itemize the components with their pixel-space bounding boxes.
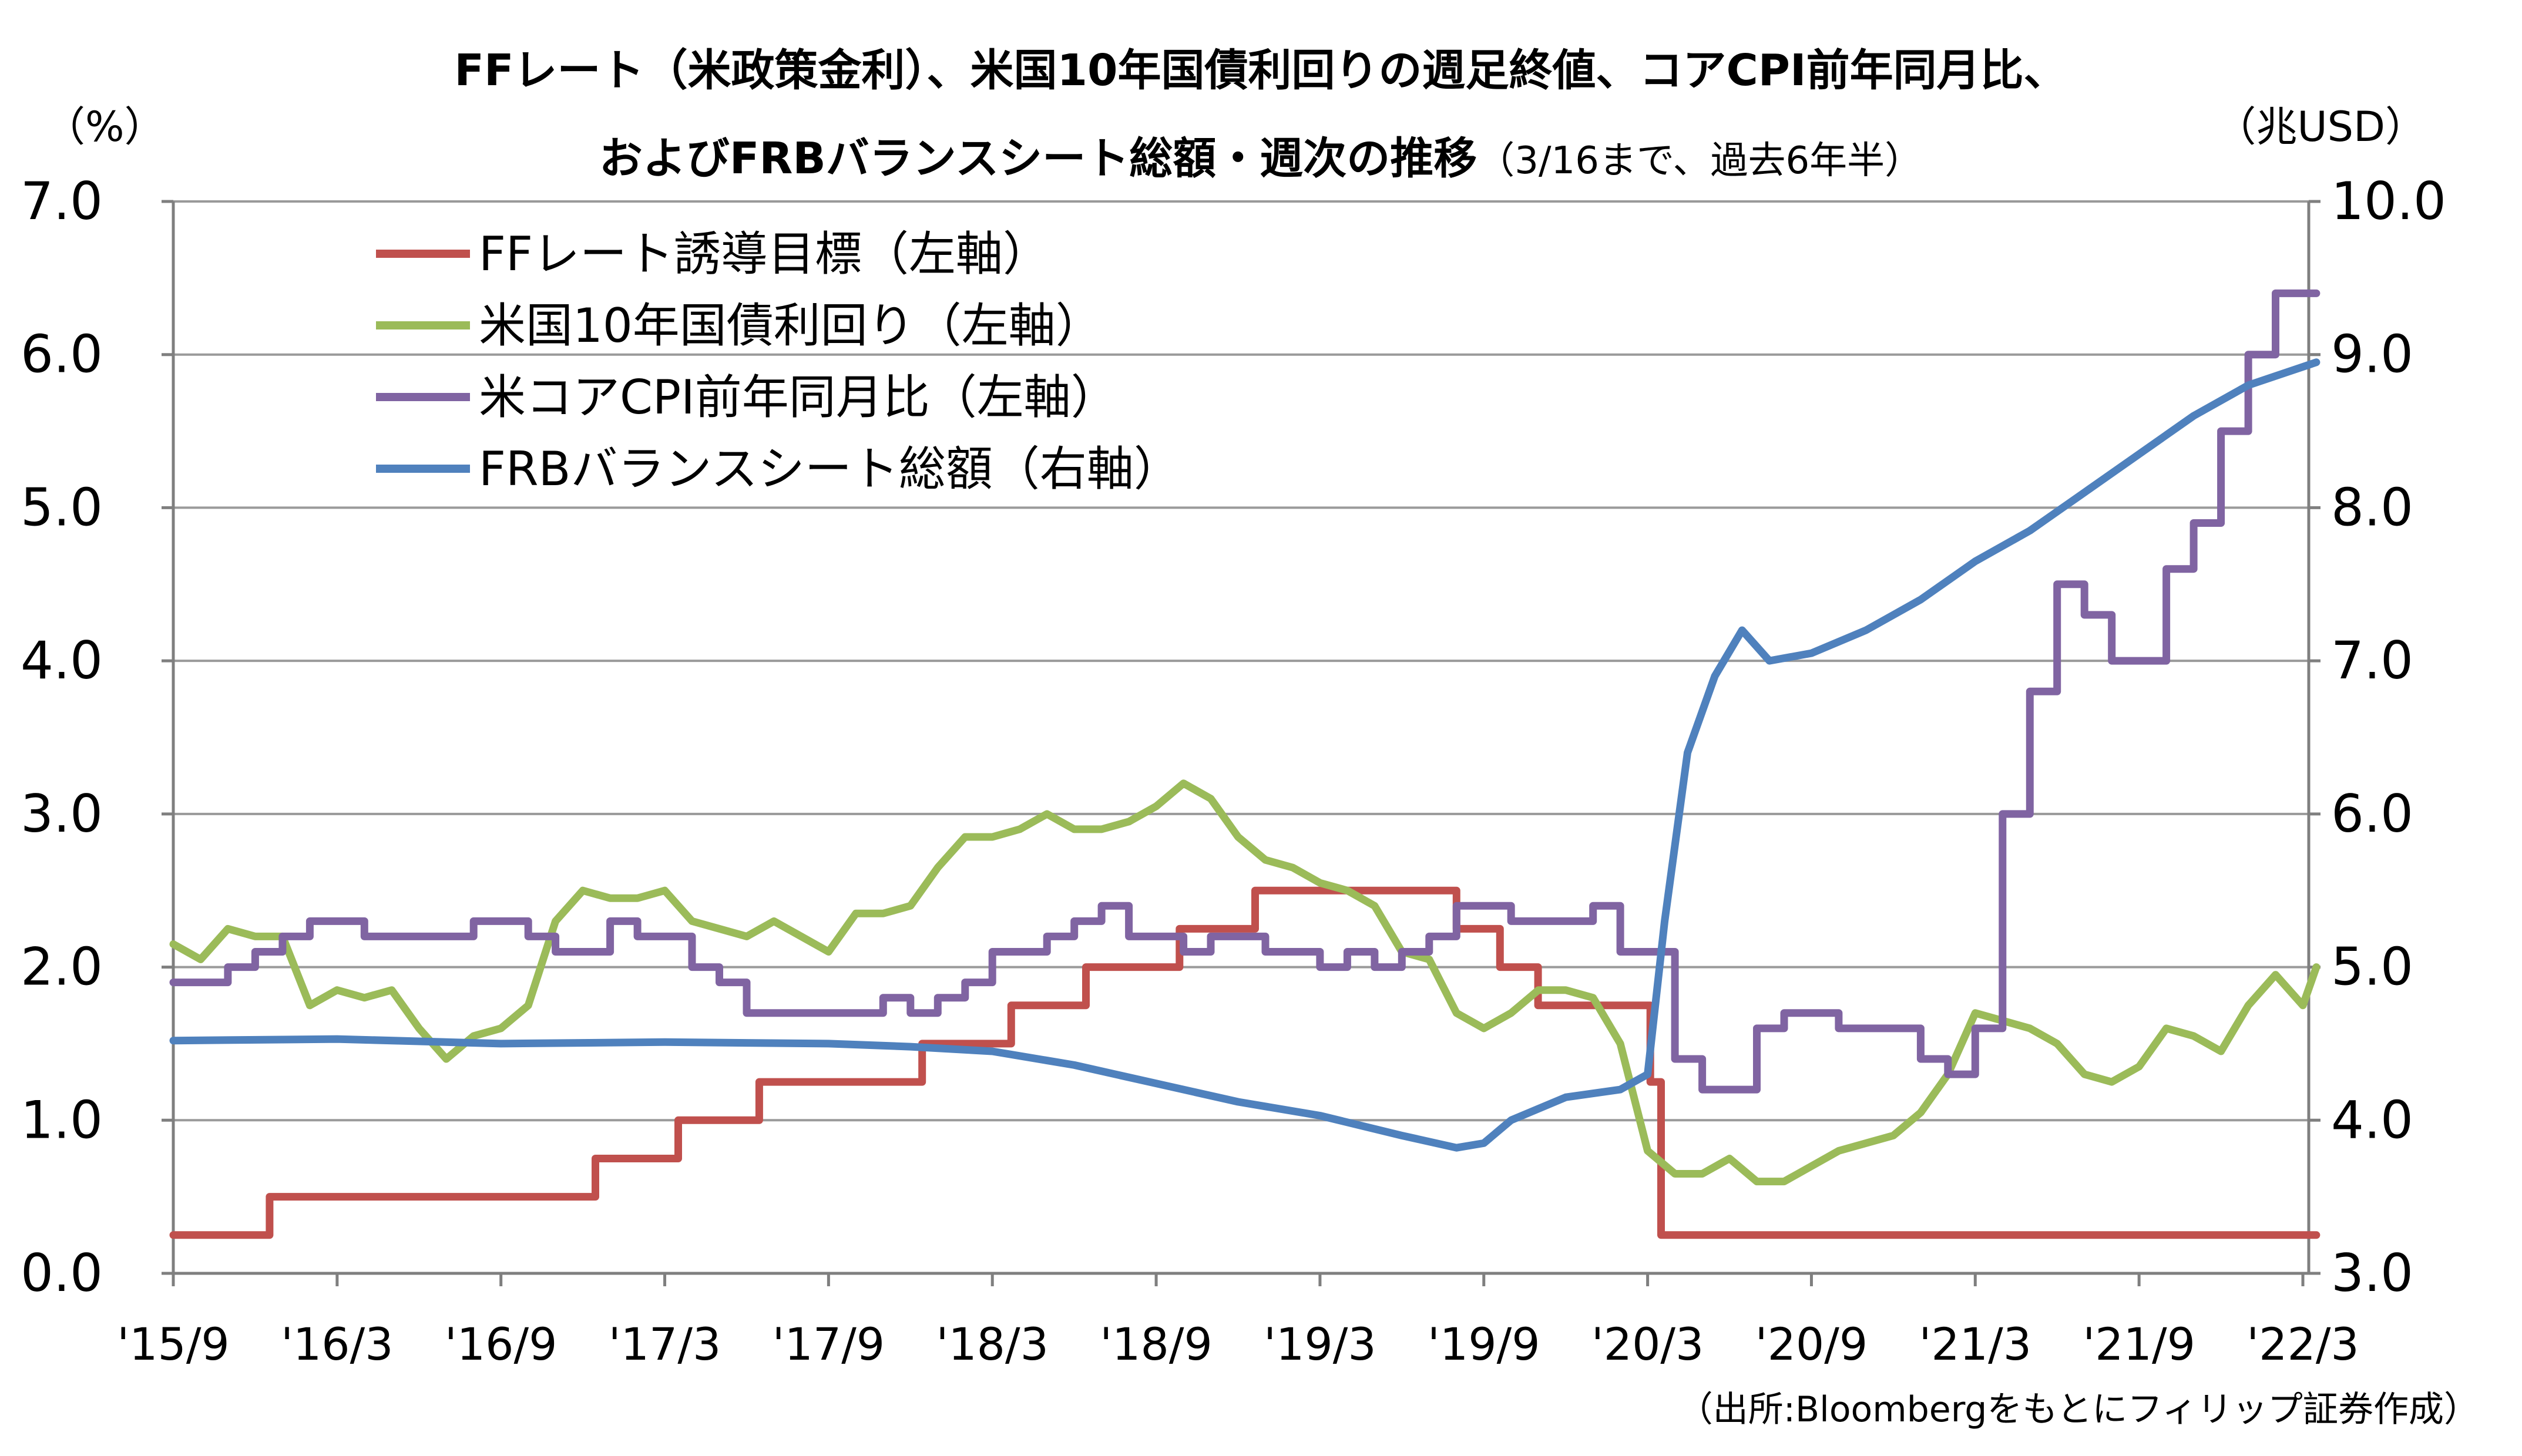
x-tick-label: '21/3 <box>1919 1318 2032 1370</box>
chart-title-line1: FFレート（米政策金利）、米国10年国債利回りの週足終値、コアCPI前年同月比、 <box>454 45 2067 96</box>
series-line-2 <box>169 779 2320 1186</box>
y-right-tick-label: 7.0 <box>2331 630 2413 691</box>
y-right-unit: （兆USD） <box>2215 103 2426 151</box>
y-right-tick-label: 9.0 <box>2331 324 2413 385</box>
y-left-tick-label: 6.0 <box>21 324 103 385</box>
y-right-tick-label: 10.0 <box>2331 171 2446 231</box>
y-right-tick-label: 6.0 <box>2331 784 2413 844</box>
legend-label: FRBバランスシート総額（右軸） <box>479 442 1181 496</box>
y-right-tick-label: 3.0 <box>2331 1243 2413 1303</box>
y-left-tick-label: 0.0 <box>21 1243 103 1303</box>
x-tick-label: '20/3 <box>1591 1318 1704 1370</box>
y-left-tick-labels: 0.0 1.0 2.0 3.0 4.0 5.0 6.0 7.0 <box>21 171 103 1303</box>
x-tick-label: '18/9 <box>1100 1318 1213 1370</box>
series-line-1 <box>169 886 2320 1239</box>
y-right-tick-labels: 3.0 4.0 5.0 6.0 7.0 8.0 9.0 10.0 <box>2331 171 2446 1303</box>
y-left-unit: （%） <box>44 103 166 151</box>
x-tick-label: '17/9 <box>773 1318 885 1370</box>
legend-label: 米コアCPI前年同月比（左軸） <box>479 370 1118 425</box>
x-tick-label: '21/9 <box>2083 1318 2195 1370</box>
legend-label: FFレート誘導目標（左軸） <box>479 227 1050 281</box>
series-lines <box>169 289 2320 1239</box>
x-tick-label: '22/3 <box>2246 1318 2359 1370</box>
y-left-tick-label: 1.0 <box>21 1090 103 1150</box>
y-left-tick-label: 5.0 <box>21 477 103 537</box>
chart-title-note: （3/16まで、過去6年半） <box>1477 139 1922 183</box>
series-line-3 <box>169 289 2320 1094</box>
source-note: （出所:Bloombergをもとにフィリップ証券作成） <box>1678 1389 2479 1430</box>
x-tick-label: '15/9 <box>117 1318 230 1370</box>
axes <box>162 200 2320 1286</box>
x-tick-label: '16/9 <box>445 1318 558 1370</box>
x-tick-label: '19/3 <box>1264 1318 1376 1370</box>
chart-title-line2: およびFRBバランスシート総額・週次の推移（3/16まで、過去6年半） <box>599 133 1922 184</box>
y-left-tick-label: 2.0 <box>21 937 103 997</box>
y-left-tick-label: 3.0 <box>21 784 103 844</box>
x-tick-label: '16/3 <box>281 1318 394 1370</box>
x-tick-labels: '15/9 '16/3 '16/9 '17/3 '17/9 '18/3 '18/9 '19/3… <box>117 1318 2359 1370</box>
x-tick-label: '17/3 <box>609 1318 721 1370</box>
x-tick-label: '20/9 <box>1755 1318 1868 1370</box>
legend-label: 米国10年国債利回り（左軸） <box>479 298 1103 353</box>
y-left-tick-label: 7.0 <box>21 171 103 231</box>
y-left-tick-label: 4.0 <box>21 630 103 691</box>
y-right-tick-label: 8.0 <box>2331 477 2413 537</box>
x-tick-label: '18/3 <box>936 1318 1049 1370</box>
x-tick-label: '19/9 <box>1428 1318 1540 1370</box>
legend: FFレート誘導目標（左軸） 米国10年国債利回り（左軸） 米コアCPI前年同月比（左… <box>376 227 1181 496</box>
y-right-tick-label: 5.0 <box>2331 937 2413 997</box>
grid-lines <box>173 200 2309 1122</box>
y-right-tick-label: 4.0 <box>2331 1090 2413 1150</box>
series-line-4 <box>169 358 2320 1152</box>
chart-title-line2-main: およびFRBバランスシート総額・週次の推移 <box>599 133 1477 184</box>
